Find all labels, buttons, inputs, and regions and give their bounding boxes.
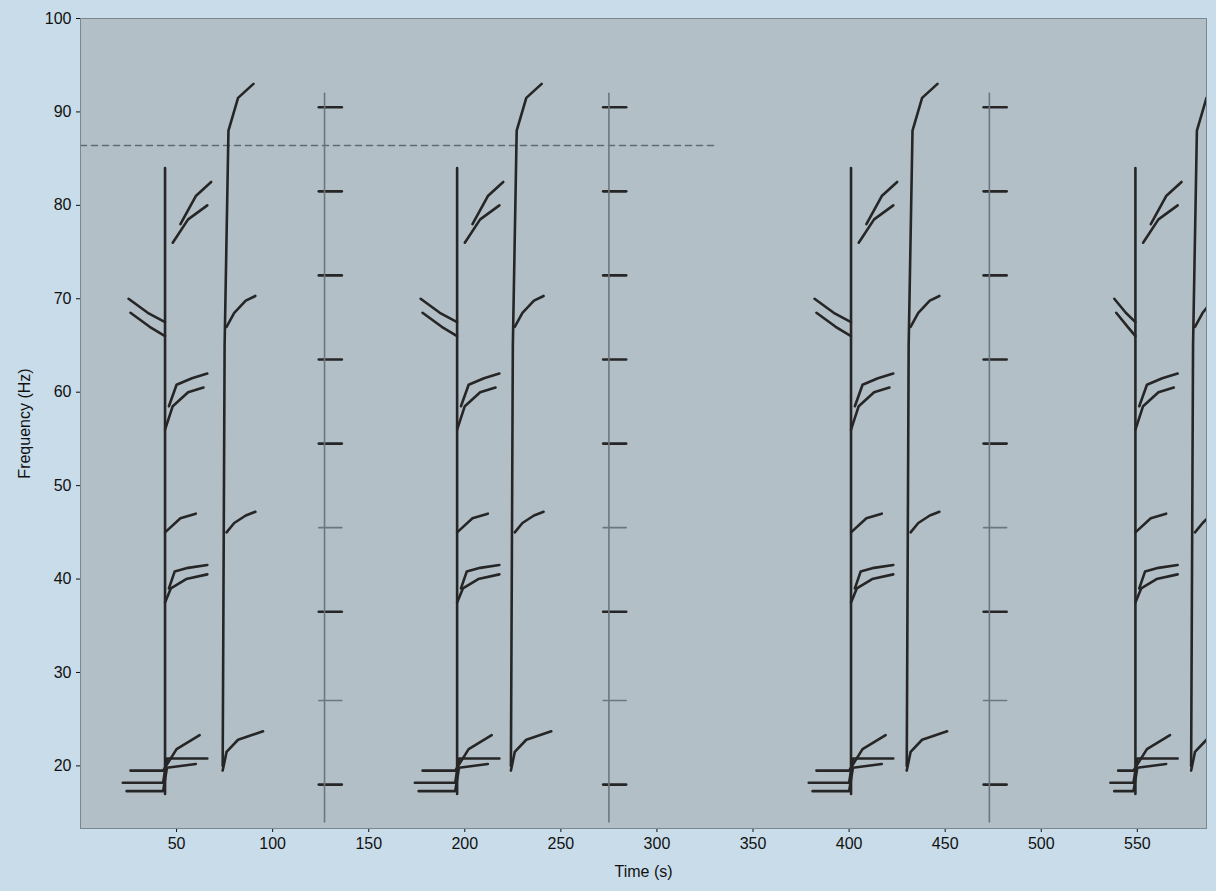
svg-text:100: 100 (259, 835, 286, 852)
svg-text:50: 50 (168, 835, 186, 852)
svg-text:350: 350 (740, 835, 767, 852)
svg-text:550: 550 (1124, 835, 1151, 852)
svg-text:50: 50 (54, 477, 72, 494)
svg-text:30: 30 (54, 664, 72, 681)
svg-text:20: 20 (54, 757, 72, 774)
svg-text:60: 60 (54, 383, 72, 400)
svg-text:300: 300 (644, 835, 671, 852)
svg-text:100: 100 (45, 10, 72, 27)
svg-text:Frequency (Hz): Frequency (Hz) (16, 368, 33, 478)
svg-text:90: 90 (54, 103, 72, 120)
svg-text:200: 200 (451, 835, 478, 852)
svg-text:Time (s): Time (s) (614, 863, 672, 880)
svg-text:80: 80 (54, 196, 72, 213)
svg-text:150: 150 (355, 835, 382, 852)
svg-text:70: 70 (54, 290, 72, 307)
svg-text:450: 450 (932, 835, 959, 852)
svg-text:250: 250 (548, 835, 575, 852)
svg-text:500: 500 (1028, 835, 1055, 852)
svg-text:40: 40 (54, 570, 72, 587)
svg-text:400: 400 (836, 835, 863, 852)
